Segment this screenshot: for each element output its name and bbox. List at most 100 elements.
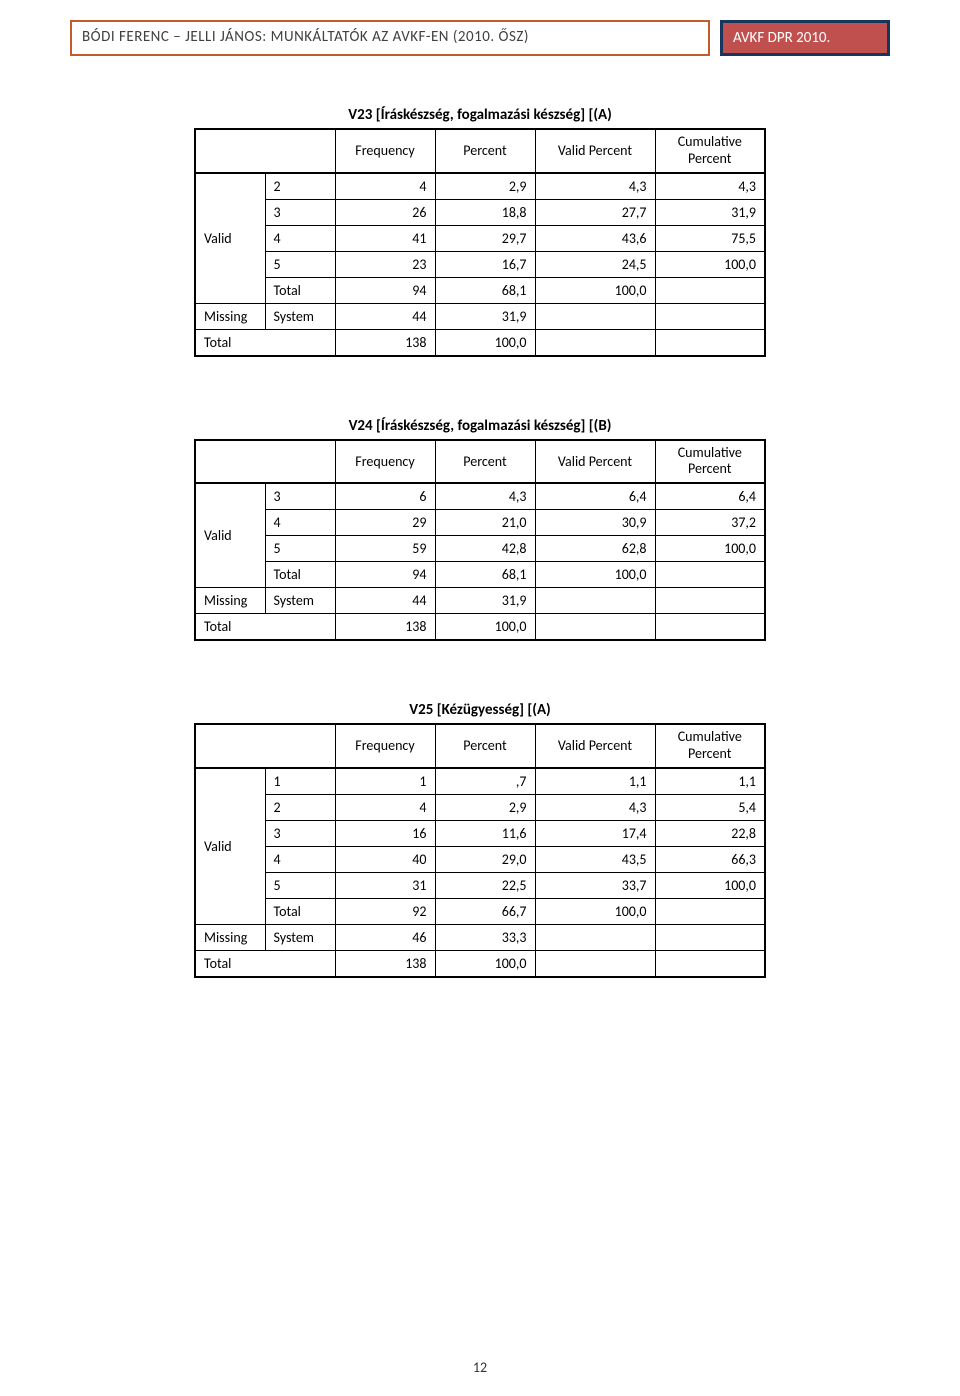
valid-total-row: Total9468,1100,0 [195,277,765,303]
valid-percent-cell: 30,9 [535,510,655,536]
frequency-table: FrequencyPercentValid PercentCumulativeP… [194,439,766,642]
grand-total-row: Total138100,0 [195,614,765,641]
valid-percent-cell [535,303,655,329]
valid-percent-cell: 24,5 [535,251,655,277]
frequency-table: FrequencyPercentValid PercentCumulativeP… [194,723,766,978]
cumulative-percent-cell: 4,3 [655,173,765,200]
valid-percent-cell: 100,0 [535,898,655,924]
page-header: BÓDI FERENC – JELLI JÁNOS: MUNKÁLTATÓK A… [70,20,890,56]
header-percent: Percent [435,724,535,768]
percent-cell: 29,0 [435,846,535,872]
header-cumulative-percent: CumulativePercent [655,440,765,484]
category-cell: 5 [265,251,335,277]
header-empty [195,440,335,484]
cumulative-percent-cell [655,614,765,641]
frequency-cell: 23 [335,251,435,277]
page-number: 12 [473,1359,487,1376]
valid-percent-cell [535,329,655,356]
missing-label: Missing [195,303,265,329]
category-cell: 4 [265,846,335,872]
percent-cell: 4,3 [435,483,535,510]
header-percent: Percent [435,129,535,173]
frequency-table-block: V24 [Íráskészség, fogalmazási készség] [… [70,417,890,642]
table-row: 55942,862,8100,0 [195,536,765,562]
frequency-cell: 4 [335,173,435,200]
valid-percent-cell: 33,7 [535,872,655,898]
valid-percent-cell: 4,3 [535,794,655,820]
frequency-cell: 31 [335,872,435,898]
category-cell: 2 [265,173,335,200]
percent-cell: 31,9 [435,303,535,329]
valid-percent-cell [535,950,655,977]
frequency-table-block: V25 [Kézügyesség] [(A)FrequencyPercentVa… [70,701,890,978]
category-cell: 4 [265,510,335,536]
frequency-cell: 44 [335,303,435,329]
cumulative-percent-cell: 66,3 [655,846,765,872]
header-valid-percent: Valid Percent [535,440,655,484]
missing-row: MissingSystem4431,9 [195,303,765,329]
category-cell: 3 [265,199,335,225]
cumulative-percent-cell [655,562,765,588]
frequency-cell: 138 [335,614,435,641]
cumulative-percent-cell [655,277,765,303]
percent-cell: 100,0 [435,614,535,641]
table-title: V25 [Kézügyesség] [(A) [70,701,890,719]
valid-total-row: Total9266,7100,0 [195,898,765,924]
total-label: Total [195,614,335,641]
table-title: V23 [Íráskészség, fogalmazási készség] [… [70,106,890,124]
cumulative-percent-cell [655,924,765,950]
total-label: Total [195,329,335,356]
percent-cell: ,7 [435,768,535,795]
frequency-cell: 138 [335,329,435,356]
valid-percent-cell: 100,0 [535,277,655,303]
total-label: Total [195,950,335,977]
percent-cell: 33,3 [435,924,535,950]
frequency-cell: 16 [335,820,435,846]
header-valid-percent: Valid Percent [535,724,655,768]
header-frequency: Frequency [335,440,435,484]
percent-cell: 42,8 [435,536,535,562]
total-label: Total [265,277,335,303]
table-row: 32618,827,731,9 [195,199,765,225]
category-cell: 3 [265,483,335,510]
percent-cell: 68,1 [435,277,535,303]
percent-cell: 2,9 [435,173,535,200]
missing-label: Missing [195,924,265,950]
percent-cell: 31,9 [435,588,535,614]
header-cumulative-percent: CumulativePercent [655,129,765,173]
percent-cell: 11,6 [435,820,535,846]
table-row: 44029,043,566,3 [195,846,765,872]
category-cell: 5 [265,536,335,562]
valid-percent-cell: 4,3 [535,173,655,200]
valid-percent-cell [535,614,655,641]
system-label: System [265,588,335,614]
frequency-cell: 44 [335,588,435,614]
frequency-cell: 59 [335,536,435,562]
table-header-row: FrequencyPercentValid PercentCumulativeP… [195,129,765,173]
percent-cell: 29,7 [435,225,535,251]
valid-percent-cell: 62,8 [535,536,655,562]
frequency-cell: 92 [335,898,435,924]
tables-container: V23 [Íráskészség, fogalmazási készség] [… [70,106,890,978]
cumulative-percent-cell [655,898,765,924]
total-label: Total [265,562,335,588]
cumulative-percent-cell [655,588,765,614]
header-left: BÓDI FERENC – JELLI JÁNOS: MUNKÁLTATÓK A… [70,20,710,56]
frequency-cell: 41 [335,225,435,251]
frequency-cell: 26 [335,199,435,225]
cumulative-percent-cell: 75,5 [655,225,765,251]
table-row: 31611,617,422,8 [195,820,765,846]
cumulative-percent-cell: 37,2 [655,510,765,536]
table-title: V24 [Íráskészség, fogalmazási készség] [… [70,417,890,435]
cumulative-percent-cell: 6,4 [655,483,765,510]
percent-cell: 18,8 [435,199,535,225]
cumulative-percent-cell: 5,4 [655,794,765,820]
header-percent: Percent [435,440,535,484]
valid-percent-cell: 43,6 [535,225,655,251]
frequency-cell: 94 [335,277,435,303]
frequency-cell: 4 [335,794,435,820]
category-cell: 2 [265,794,335,820]
category-cell: 4 [265,225,335,251]
valid-label: Valid [195,483,265,588]
valid-label: Valid [195,768,265,925]
